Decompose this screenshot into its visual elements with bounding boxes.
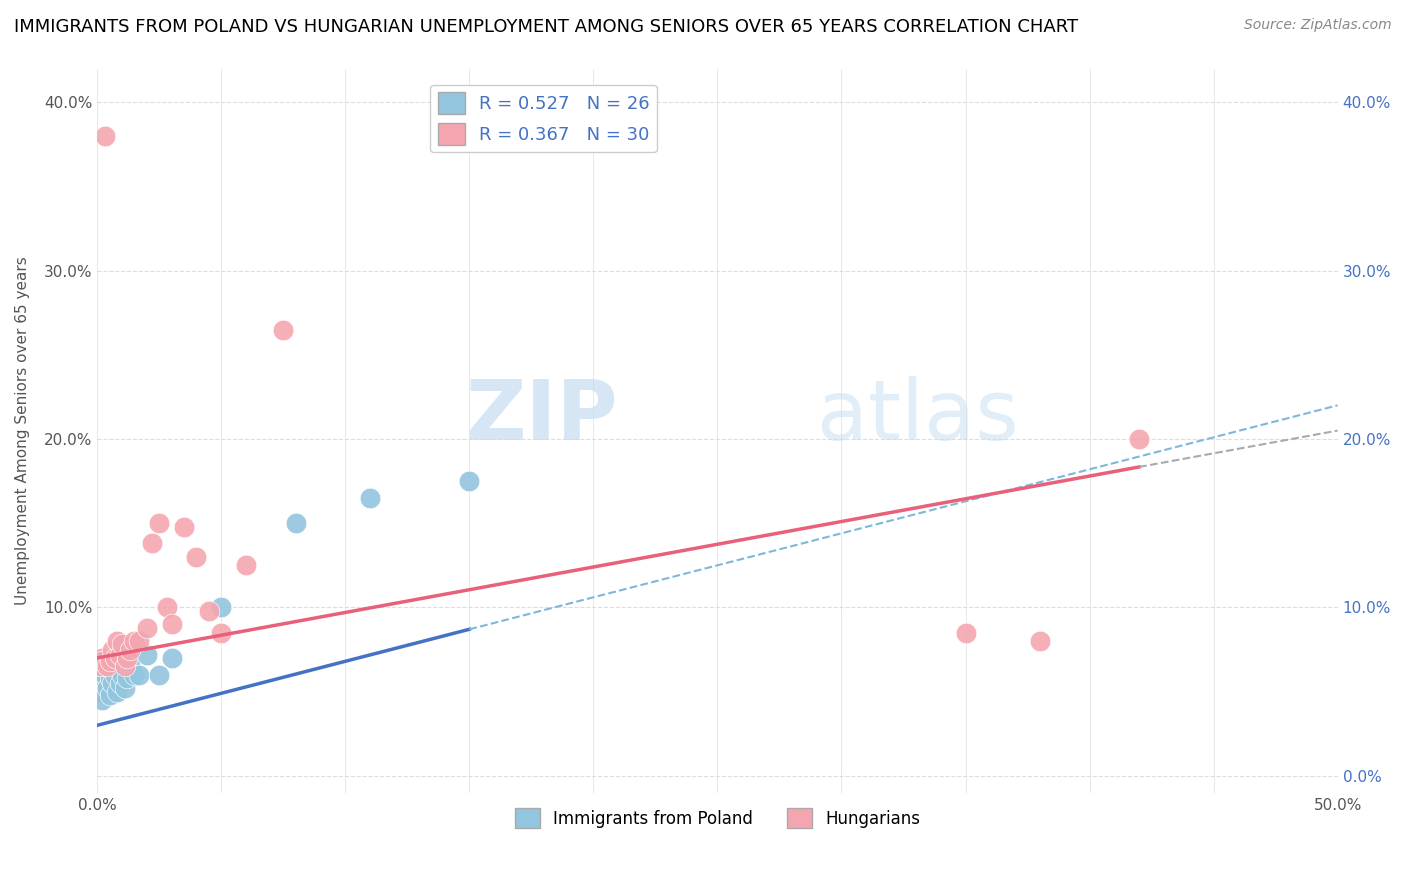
Point [148, 516, 170, 531]
Point [156, 600, 179, 615]
Point [173, 519, 195, 533]
Point [91, 693, 114, 707]
Y-axis label: Unemployment Among Seniors over 65 years: Unemployment Among Seniors over 65 years [15, 256, 30, 605]
Point [96, 681, 118, 696]
Point [108, 676, 131, 690]
Point [98, 671, 121, 685]
Text: IMMIGRANTS FROM POLAND VS HUNGARIAN UNEMPLOYMENT AMONG SENIORS OVER 65 YEARS COR: IMMIGRANTS FROM POLAND VS HUNGARIAN UNEM… [14, 18, 1078, 36]
Point [128, 667, 150, 681]
Point [96, 654, 118, 668]
Point [101, 676, 124, 690]
Point [111, 637, 134, 651]
Point [160, 651, 183, 665]
Point [141, 536, 163, 550]
Point [198, 604, 221, 618]
Legend: Immigrants from Poland, Hungarians: Immigrants from Poland, Hungarians [509, 801, 927, 835]
Point [115, 671, 138, 685]
Point [1029, 634, 1052, 648]
Point [114, 681, 136, 696]
Point [93, 667, 115, 681]
Point [118, 642, 141, 657]
Text: atlas: atlas [817, 376, 1018, 457]
Point [89, 684, 111, 698]
Point [148, 667, 170, 681]
Point [105, 684, 128, 698]
Point [160, 617, 183, 632]
Point [91, 651, 114, 665]
Point [128, 634, 150, 648]
Point [135, 648, 157, 662]
Point [209, 625, 232, 640]
Text: ZIP: ZIP [465, 376, 619, 457]
Point [108, 648, 131, 662]
Text: Source: ZipAtlas.com: Source: ZipAtlas.com [1244, 18, 1392, 32]
Point [186, 549, 208, 564]
Point [135, 621, 157, 635]
Point [271, 322, 294, 336]
Point [105, 634, 128, 648]
Point [104, 651, 127, 665]
Point [209, 600, 232, 615]
Point [284, 516, 307, 531]
Point [114, 659, 136, 673]
Point [955, 625, 977, 640]
Point [458, 474, 481, 488]
Point [91, 654, 114, 668]
Point [359, 491, 381, 505]
Point [115, 651, 138, 665]
Point [98, 688, 121, 702]
Point [235, 558, 257, 573]
Point [89, 659, 111, 673]
Point [124, 634, 146, 648]
Point [118, 659, 141, 673]
Point [91, 665, 114, 679]
Point [124, 667, 146, 681]
Point [93, 676, 115, 690]
Point [93, 128, 115, 143]
Point [96, 659, 118, 673]
Point [111, 667, 134, 681]
Point [104, 667, 127, 681]
Point [98, 654, 121, 668]
Point [101, 642, 124, 657]
Point [1128, 432, 1150, 446]
